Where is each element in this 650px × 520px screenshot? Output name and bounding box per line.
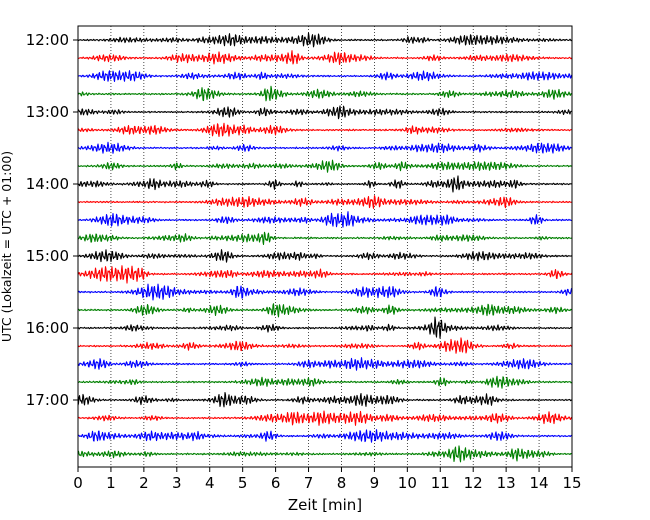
trace-2 [77,70,573,82]
x-tick-label-4: 4 [205,474,215,492]
x-tick-label-9: 9 [370,474,380,492]
x-tick-label-11: 11 [431,474,450,492]
trace-18 [77,357,573,371]
trace-6 [77,141,573,154]
trace-1 [77,50,573,65]
trace-23 [77,445,573,463]
y-tick-label-12:00: 12:00 [26,31,69,49]
seismic-traces [77,32,573,463]
x-tick-label-3: 3 [172,474,182,492]
y-axis-ticks: 12:00 13:00 14:00 15:00 16:00 17:00 [26,31,78,409]
x-axis-ticks: 0 1 2 3 4 5 6 7 8 9 10 11 12 13 14 15 [73,467,582,492]
y-tick-label-13:00: 13:00 [26,103,69,121]
trace-5 [77,122,573,137]
x-tick-label-0: 0 [73,474,83,492]
x-tick-label-5: 5 [238,474,248,492]
trace-11 [77,231,573,246]
trace-15 [77,303,573,318]
trace-19 [77,375,573,389]
trace-21 [77,410,573,426]
x-tick-label-12: 12 [464,474,483,492]
trace-22 [77,429,573,443]
trace-0 [77,32,573,48]
y-tick-label-15:00: 15:00 [26,247,69,265]
x-tick-label-2: 2 [139,474,149,492]
trace-3 [77,85,573,102]
trace-7 [77,159,573,173]
x-tick-label-6: 6 [271,474,281,492]
x-tick-label-10: 10 [398,474,417,492]
x-tick-label-8: 8 [337,474,347,492]
trace-13 [77,265,573,284]
trace-16 [77,316,573,339]
x-axis-label: Zeit [min] [288,496,362,514]
trace-9 [77,195,573,209]
trace-10 [77,211,573,228]
plot-frame [77,25,573,468]
trace-8 [77,175,573,193]
y-tick-label-17:00: 17:00 [26,391,69,409]
y-axis-label: UTC (Lokalzeit = UTC + 01:00) [0,151,14,342]
trace-4 [77,105,573,120]
trace-17 [77,337,573,354]
x-tick-label-1: 1 [106,474,116,492]
y-tick-label-14:00: 14:00 [26,175,69,193]
x-tick-label-7: 7 [304,474,314,492]
trace-14 [77,283,573,301]
trace-20 [77,391,573,408]
x-tick-label-14: 14 [530,474,549,492]
trace-12 [77,249,573,263]
x-tick-label-15: 15 [562,474,581,492]
x-tick-label-13: 13 [497,474,516,492]
y-tick-label-16:00: 16:00 [26,319,69,337]
